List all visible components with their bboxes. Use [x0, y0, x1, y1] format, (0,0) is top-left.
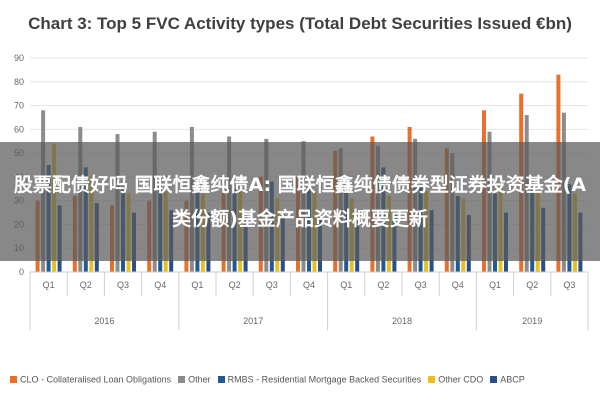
x-tick-label: Q3: [563, 280, 575, 290]
overlay-band: [0, 142, 600, 261]
x-tick-label: Q4: [452, 280, 464, 290]
legend-swatch: [428, 376, 436, 384]
legend-item-rmbs: RMBS - Residential Mortgage Backed Secur…: [217, 374, 422, 385]
x-tick-label: Q2: [80, 280, 92, 290]
legend-item-abcp: ABCP: [490, 374, 525, 385]
legend-label: Other CDO: [438, 374, 484, 385]
year-label: 2018: [392, 316, 412, 326]
legend-swatch: [10, 376, 17, 384]
x-tick-label: Q1: [191, 280, 203, 290]
x-tick-label: Q2: [229, 280, 241, 290]
legend-swatch: [217, 376, 225, 384]
legend: CLO - Collateralised Loan Obligations Oth…: [10, 374, 595, 390]
y-tick-label: 60: [14, 124, 24, 134]
overlay-caption: 股票配债好吗 国联恒鑫纯债A: 国联恒鑫纯债债券型证券投资基金(A类份额)基金产…: [13, 174, 587, 230]
legend-swatch: [490, 376, 498, 384]
year-label: 2016: [94, 316, 114, 326]
legend-item-othercdo: Other CDO: [428, 374, 483, 385]
x-tick-label: Q4: [154, 280, 166, 290]
x-tick-label: Q3: [117, 280, 129, 290]
legend-swatch: [178, 376, 186, 384]
y-tick-label: 90: [14, 53, 24, 63]
x-tick-label: Q4: [303, 280, 315, 290]
year-label: 2019: [522, 316, 542, 326]
legend-label: Other: [188, 374, 211, 385]
y-tick-label: 0: [19, 267, 24, 277]
y-tick-label: 70: [14, 101, 24, 111]
y-tick-label: 80: [14, 77, 24, 87]
x-tick-label: Q2: [526, 280, 538, 290]
legend-label: CLO - Collateralised Loan Obligations: [20, 374, 172, 385]
legend-item-clo: CLO - Collateralised Loan Obligations: [10, 374, 171, 385]
year-label: 2017: [243, 316, 263, 326]
x-tick-label: Q2: [377, 280, 389, 290]
legend-label: RMBS - Residential Mortgage Backed Secur…: [227, 374, 422, 385]
x-tick-label: Q1: [340, 280, 352, 290]
x-tick-label: Q3: [415, 280, 427, 290]
legend-item-other: Other: [178, 374, 211, 385]
x-tick-label: Q1: [43, 280, 55, 290]
x-tick-label: Q3: [266, 280, 278, 290]
legend-label: ABCP: [500, 374, 525, 385]
x-tick-label: Q1: [489, 280, 501, 290]
chart-title: Chart 3: Top 5 FVC Activity types (Total…: [28, 14, 572, 33]
